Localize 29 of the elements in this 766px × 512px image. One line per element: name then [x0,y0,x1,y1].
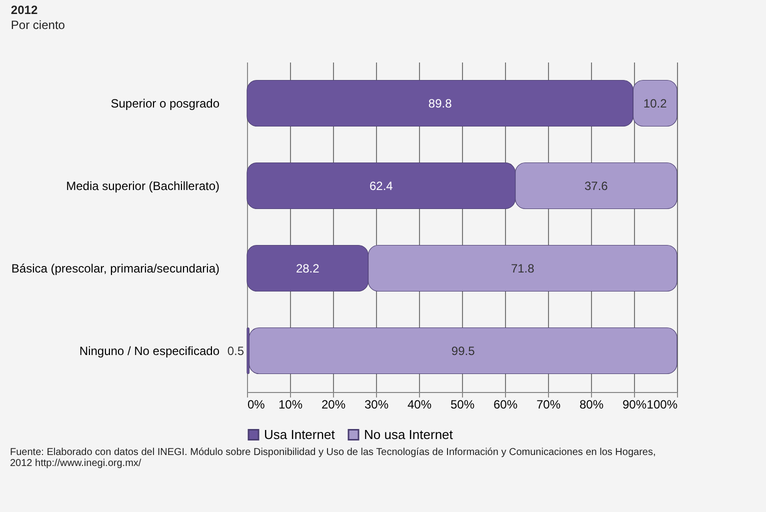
y-tick-label: Superior o posgrado [110,96,220,110]
x-tick-label: 0% [248,398,266,412]
data-label: 28.2 [296,261,320,276]
y-tick-label: Ninguno / No especificado [79,344,220,358]
x-tick-label: 90% [622,398,647,412]
legend-label: Usa Internet [264,426,336,442]
legend-label: No usa Internet [364,426,454,442]
x-tick-label: 40% [407,398,432,412]
data-label: 99.5 [451,344,476,358]
text: Por ciento [10,18,66,32]
text: 2012 [10,3,38,17]
y-tick-label: Básica (prescolar, primaria/secundaria) [11,261,220,276]
data-label: 0.5 [227,344,244,358]
data-label: 10.2 [643,96,668,110]
x-tick-label: 20% [321,398,346,412]
data-label: 62.4 [369,178,394,193]
x-tick-label: 70% [536,398,561,412]
x-tick-label: 60% [493,398,518,412]
source-note: Fuente: Elaborado con datos del INEGI. Módulo sobre Disponibilidad y Uso de las Tecnologías de Información y Comunicaciones en los Hogares, 2012 http://www.inegi.org.mx/ [9,447,657,469]
x-tick-label: 30% [364,398,389,412]
bar [248,327,678,374]
x-tick-label: 100% [646,398,678,412]
data-label: 37.6 [584,178,608,193]
y-tick-label: Media superior (Bachillerato) [66,178,220,193]
data-label: 89.8 [428,96,452,110]
x-tick-label: 50% [450,398,475,412]
x-tick-label: 80% [579,398,604,412]
data-label: 71.8 [510,261,535,276]
x-tick-label: 10% [278,398,303,412]
